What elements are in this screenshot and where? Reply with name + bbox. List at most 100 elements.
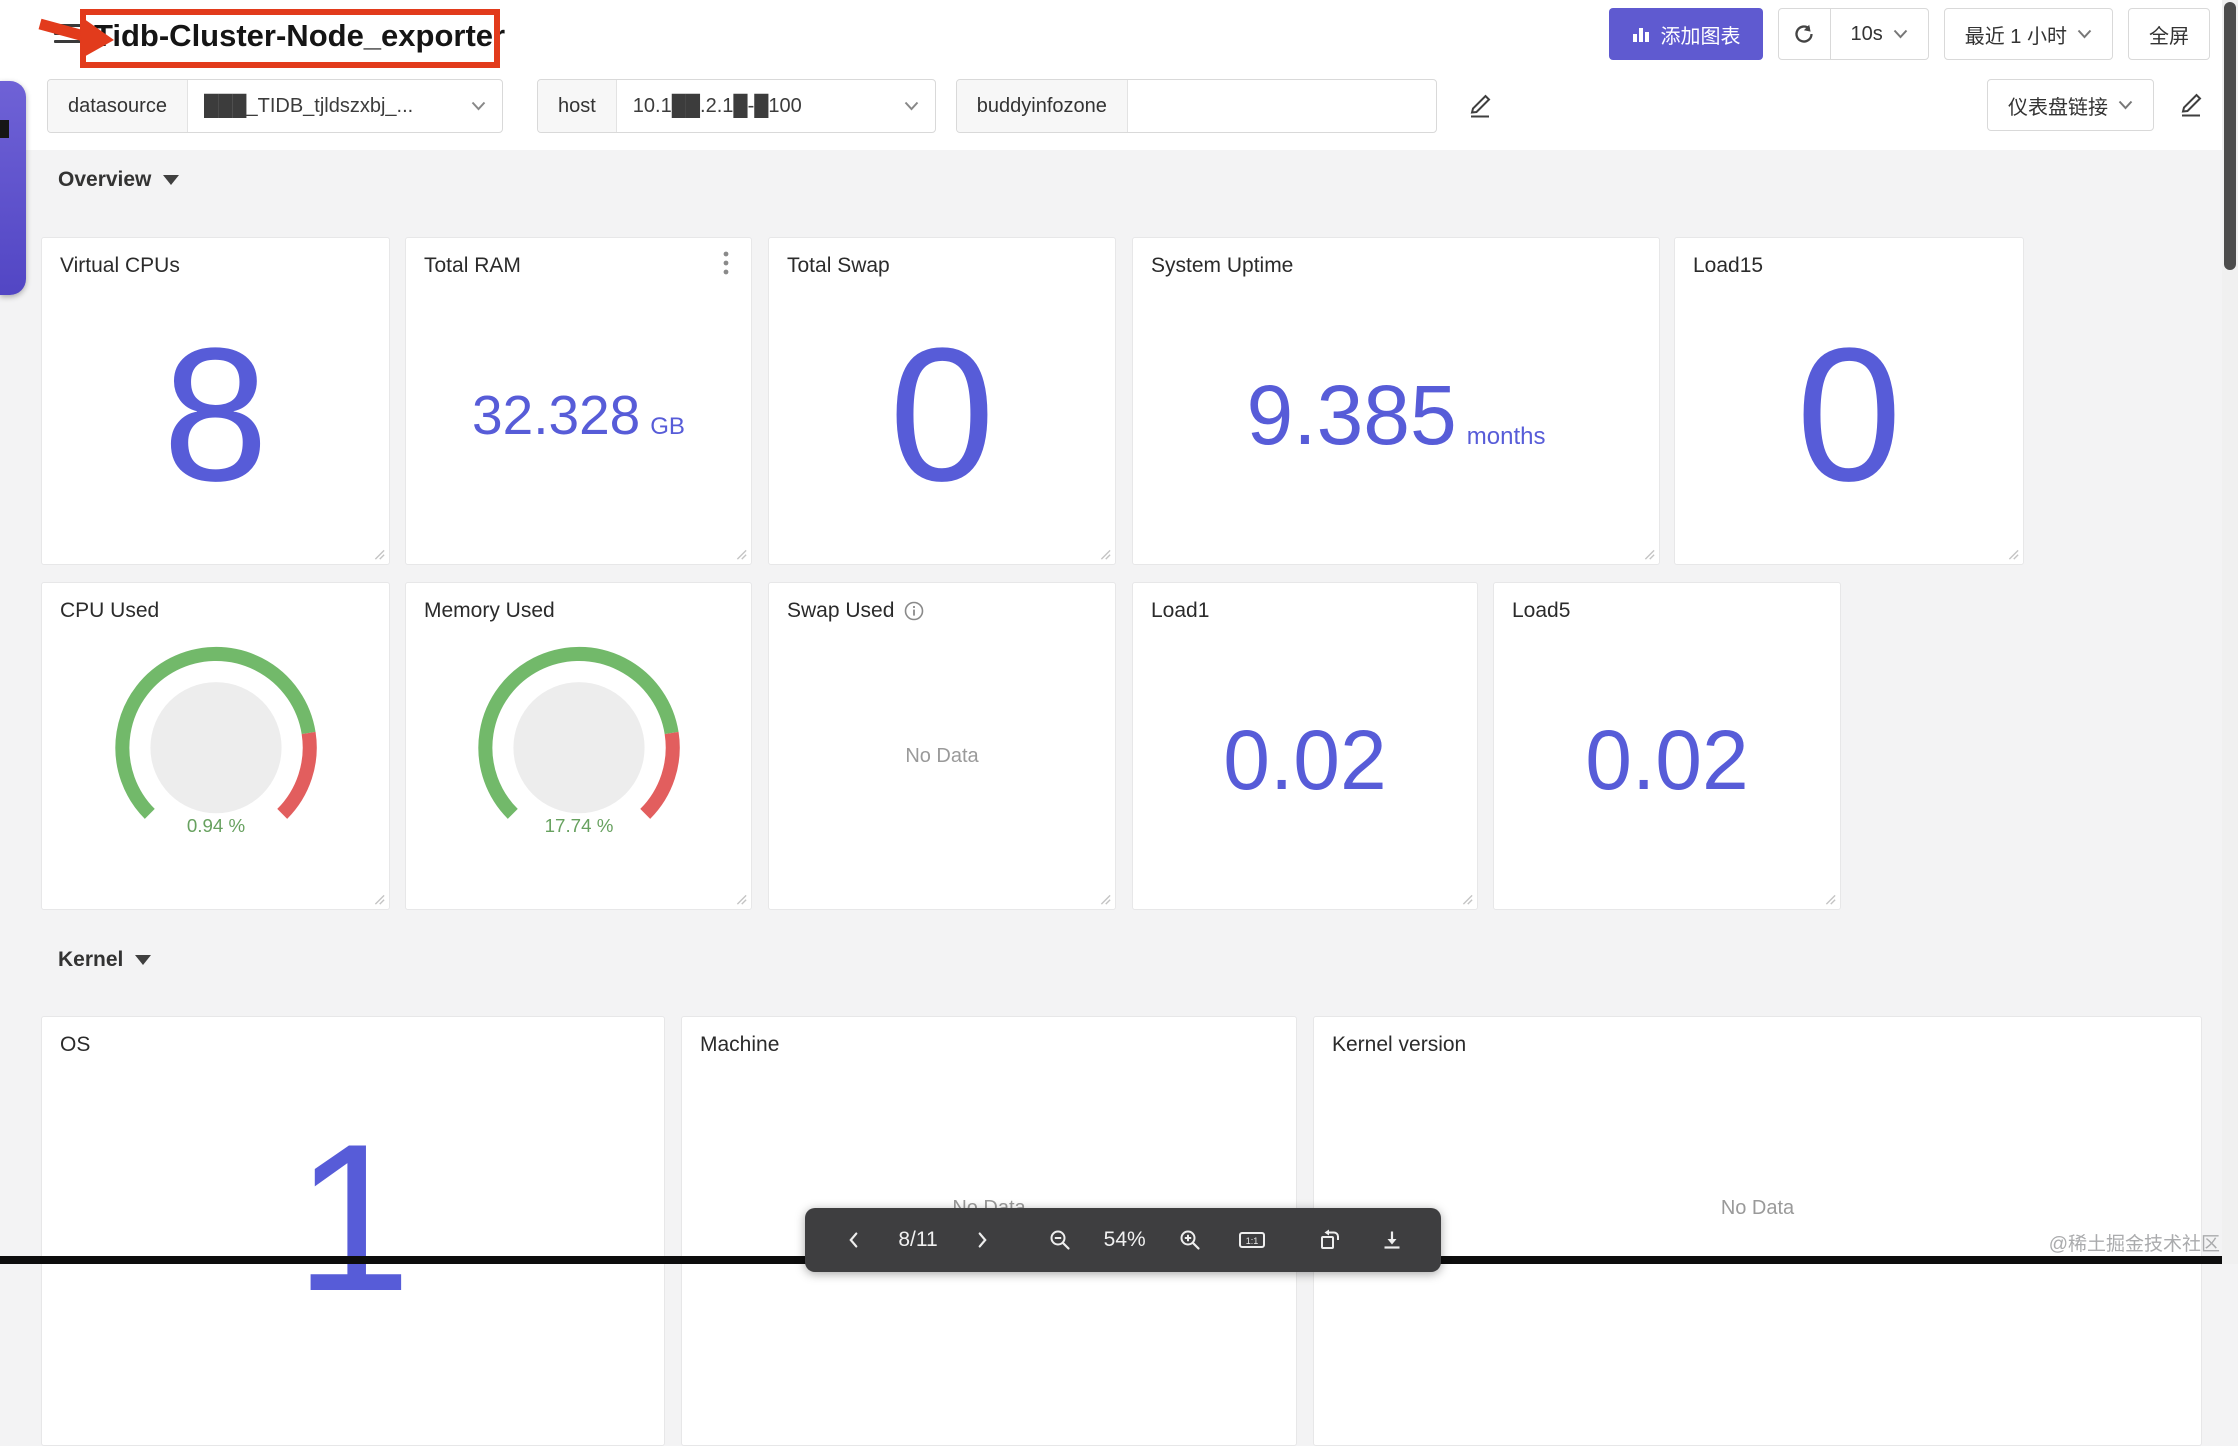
chevron-down-icon — [2077, 29, 2092, 39]
panel-system-uptime: System Uptime 9.385 months — [1132, 237, 1660, 565]
viewer-toolbar: 8/11 54% 1:1 — [805, 1208, 1441, 1272]
menu-icon[interactable] — [54, 24, 82, 44]
watermark: @稀土掘金技术社区 — [2048, 1234, 2220, 1255]
buddyinfozone-input[interactable] — [1127, 80, 1436, 132]
resize-handle[interactable] — [2005, 546, 2019, 560]
zoom-out-button[interactable] — [1042, 1222, 1078, 1258]
section-overview-header[interactable]: Overview — [58, 168, 180, 192]
no-data-text: No Data — [905, 744, 979, 767]
panel-title: Load15 — [1693, 254, 1764, 277]
resize-handle[interactable] — [1822, 891, 1836, 905]
panel-load15: Load15 0 — [1674, 237, 2024, 565]
panel-title: Virtual CPUs — [60, 254, 180, 277]
panel-os: OS 1 — [41, 1016, 665, 1446]
resize-handle[interactable] — [1097, 546, 1111, 560]
stat-value: 1 — [294, 1100, 412, 1335]
add-chart-label: 添加图表 — [1660, 25, 1741, 48]
section-overview-label: Overview — [58, 168, 152, 191]
memory-gauge: 17.74 % — [477, 647, 680, 836]
chevron-down-icon — [1893, 29, 1907, 39]
panel-title: System Uptime — [1151, 254, 1294, 277]
panel-total-ram: Total RAM 32.328 GB — [405, 237, 752, 565]
cpu-gauge: 0.94 % — [114, 647, 317, 836]
chevron-down-icon — [2118, 100, 2133, 110]
stat-value: 0.02 — [1223, 713, 1387, 807]
collapse-icon — [163, 175, 180, 185]
refresh-interval-dropdown[interactable]: 10s — [1829, 8, 1929, 60]
filter-bar: datasource ███_TIDB_tjldszxbj_... host 1… — [47, 79, 1497, 133]
edit-links-icon[interactable] — [2174, 88, 2208, 122]
edit-variables-icon[interactable] — [1463, 89, 1497, 123]
actual-size-button[interactable]: 1:1 — [1234, 1222, 1270, 1258]
gauge-value: 17.74 % — [544, 815, 613, 836]
header-actions: 添加图表 10s 最近 1 小时 全屏 — [1608, 8, 2210, 60]
resize-handle[interactable] — [1459, 891, 1473, 905]
previous-page-button[interactable] — [836, 1222, 872, 1258]
no-data-text: No Data — [1720, 1197, 1795, 1219]
resize-handle[interactable] — [733, 546, 747, 560]
datasource-select[interactable]: ███_TIDB_tjldszxbj_... — [188, 80, 502, 132]
buddyinfozone-filter: buddyinfozone — [955, 79, 1437, 133]
dashboard-links-dropdown[interactable]: 仪表盘链接 — [1987, 79, 2154, 131]
stat-value: 0 — [889, 309, 995, 521]
host-select[interactable]: 10.1██.2.1█-█100 — [617, 80, 935, 132]
download-button[interactable] — [1374, 1222, 1410, 1258]
chevron-down-icon — [471, 101, 486, 111]
host-label: host — [537, 80, 617, 132]
panel-cpu-used: CPU Used 0.94 % — [41, 582, 390, 910]
panel-menu-icon[interactable] — [713, 250, 739, 276]
zoom-level: 54% — [1103, 1228, 1146, 1251]
zoom-in-button[interactable] — [1172, 1222, 1208, 1258]
panel-swap-used: Swap Used No Data — [768, 582, 1116, 910]
panel-title: Load1 — [1151, 599, 1210, 622]
fullscreen-label: 全屏 — [2149, 25, 2189, 48]
resize-handle[interactable] — [1641, 546, 1655, 560]
panel-title: Total RAM — [424, 254, 521, 277]
scrollbar-thumb[interactable] — [2224, 2, 2236, 270]
stat-value: 9.385 — [1246, 368, 1457, 462]
panel-title: Memory Used — [424, 599, 555, 622]
time-range-dropdown[interactable]: 最近 1 小时 — [1943, 8, 2113, 60]
panel-load1: Load1 0.02 — [1132, 582, 1478, 910]
stat-value: 0.02 — [1585, 713, 1749, 807]
panel-title: Total Swap — [787, 254, 890, 277]
panel-load5: Load5 0.02 — [1493, 582, 1841, 910]
page-indicator: 8/11 — [898, 1228, 938, 1251]
resize-handle[interactable] — [1097, 891, 1111, 905]
sidebar-pull-handle[interactable] — [0, 81, 26, 295]
fullscreen-button[interactable]: 全屏 — [2128, 8, 2210, 60]
refresh-button[interactable] — [1777, 8, 1831, 60]
add-chart-button[interactable]: 添加图表 — [1608, 8, 1763, 60]
datasource-filter: datasource ███_TIDB_tjldszxbj_... — [47, 79, 503, 133]
section-kernel-header[interactable]: Kernel — [58, 948, 152, 972]
panel-title: CPU Used — [60, 599, 160, 622]
bar-chart-icon — [1632, 28, 1649, 42]
resize-handle[interactable] — [371, 546, 385, 560]
stat-value: 0 — [1796, 309, 1902, 521]
panel-virtual-cpus: Virtual CPUs 8 — [41, 237, 390, 565]
stat-value: 8 — [162, 309, 269, 521]
panel-title: Kernel version — [1332, 1033, 1467, 1056]
stat-unit: GB — [650, 412, 685, 440]
info-icon[interactable] — [904, 601, 924, 621]
panel-title: Swap Used — [787, 599, 895, 622]
resize-handle[interactable] — [733, 891, 747, 905]
next-page-button[interactable] — [964, 1222, 1000, 1258]
datasource-label: datasource — [48, 80, 188, 132]
rotate-page-button[interactable] — [1312, 1222, 1348, 1258]
actual-size-label: 1:1 — [1245, 1236, 1258, 1246]
datasource-value: ███_TIDB_tjldszxbj_... — [203, 94, 414, 117]
chevron-down-icon — [904, 101, 919, 111]
sidebar-notch — [0, 120, 9, 138]
refresh-icon — [1795, 24, 1813, 43]
resize-handle[interactable] — [371, 891, 385, 905]
host-filter: host 10.1██.2.1█-█100 — [536, 79, 936, 133]
dashboard-title: Tidb-Cluster-Node_exporter — [94, 18, 506, 53]
panel-total-swap: Total Swap 0 — [768, 237, 1116, 565]
time-range-label: 最近 1 小时 — [1964, 25, 2067, 48]
section-kernel-label: Kernel — [58, 948, 124, 971]
host-value: 10.1██.2.1█-█100 — [632, 94, 802, 117]
panel-title: Load5 — [1512, 599, 1571, 622]
stat-value: 32.328 — [472, 383, 641, 446]
vertical-scrollbar — [2222, 0, 2238, 1264]
